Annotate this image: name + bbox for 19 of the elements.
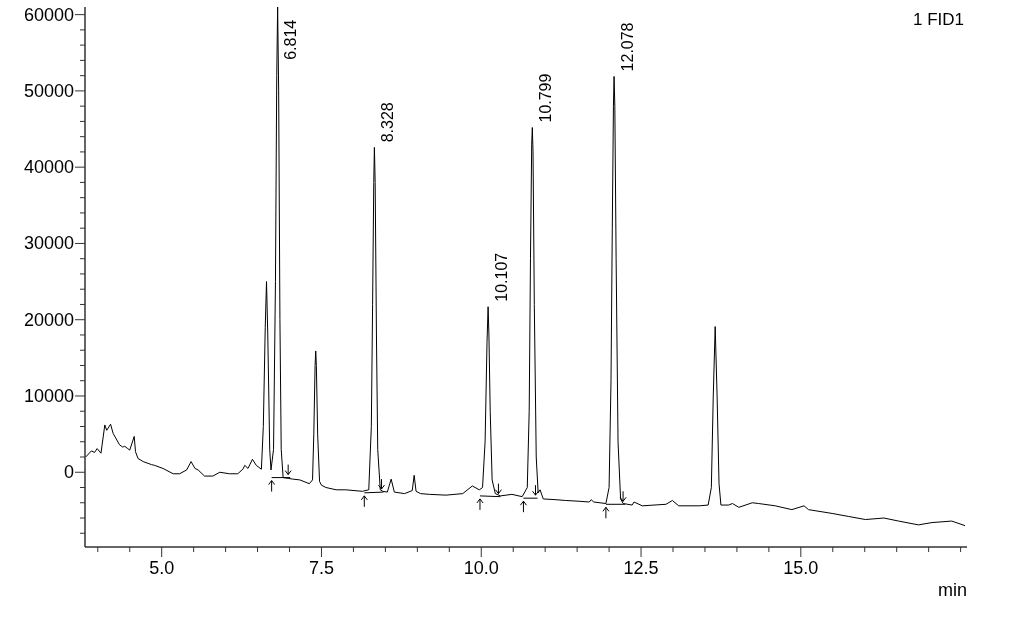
annotation: 12.078 [618,22,636,72]
x-axis-title: min [937,580,967,600]
y-tick-label: 10000 [23,385,74,406]
x-tick-label: 12.5 [623,558,659,578]
y-tick-label: 20000 [23,309,74,330]
y-tick-label: 30000 [23,233,74,254]
annotation: 8.328 [378,102,396,143]
annotation: 6.814 [282,19,300,60]
y-tick-label: 60000 [23,4,74,25]
chart-title: 1 FID1 [912,9,964,29]
x-tick-label: 7.5 [308,558,334,578]
x-tick-label: 15.0 [783,558,819,578]
y-tick-label: 40000 [23,157,74,178]
y-tick-label: 0 [63,462,74,483]
annotation: 10.799 [536,73,554,123]
annotation: 10.107 [492,252,510,302]
x-tick-label: 10.0 [463,558,499,578]
y-tick-label: 50000 [23,80,74,101]
x-tick-label: 5.0 [149,558,175,578]
